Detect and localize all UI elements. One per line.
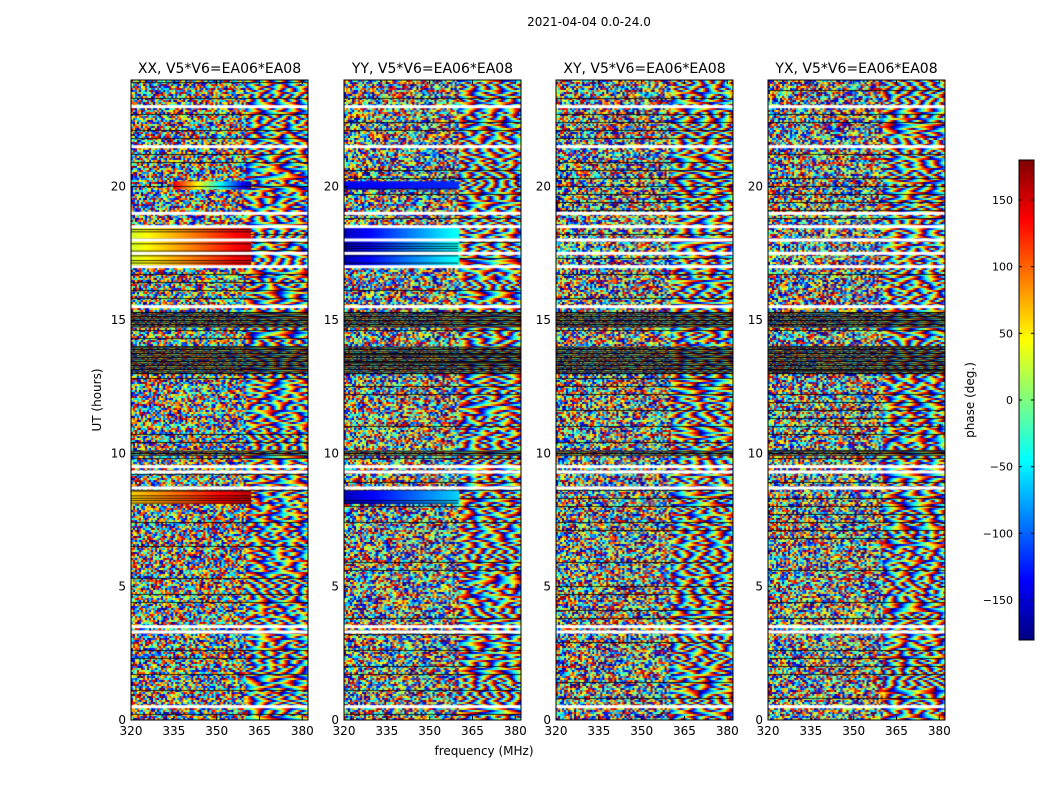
panel-title: YY, V5*V6=EA06*EA08 <box>351 61 513 77</box>
colorbar-tick-label: 100 <box>992 261 1013 274</box>
panel-yy: YY, V5*V6=EA06*EA08 320 335 350 365 380 0 5 10 15… <box>324 61 527 738</box>
x-tick-label: 320 <box>757 724 780 738</box>
colorbar-label: phase (deg.) <box>963 362 977 438</box>
x-tick-label: 380 <box>504 724 527 738</box>
colorbar-tick-label: −100 <box>983 527 1013 540</box>
colorbar-tick-label: −150 <box>983 594 1013 607</box>
panel-title: XX, V5*V6=EA06*EA08 <box>138 61 301 77</box>
x-tick-label: 335 <box>162 724 185 738</box>
y-tick-label: 0 <box>755 713 763 727</box>
panel-xx: XX, V5*V6=EA06*EA08 320 335 350 365 380 0 5 10 15… <box>111 61 314 738</box>
colorbar-tick-label: 0 <box>1006 394 1013 407</box>
y-tick-label: 15 <box>748 313 763 327</box>
colorbar-ticks: −150 −100 −50 0 50 100 150 <box>983 194 1034 607</box>
y-tick-label: 10 <box>536 446 551 460</box>
x-tick-label: 350 <box>205 724 228 738</box>
panel-frame <box>555 79 734 721</box>
panel-xy: XY, V5*V6=EA06*EA08 320 335 350 365 380 0 5 10 15… <box>536 61 739 738</box>
y-tick-label: 5 <box>755 580 763 594</box>
x-tick-label: 365 <box>885 724 908 738</box>
figure-suptitle: 2021-04-04 0.0-24.0 <box>527 15 651 29</box>
panels-group: XX, V5*V6=EA06*EA08 320 335 350 365 380 0 5 10 15… <box>111 61 951 738</box>
y-tick-label: 15 <box>111 313 126 327</box>
panel-title: YX, V5*V6=EA06*EA08 <box>774 61 937 77</box>
y-tick-label: 5 <box>543 580 551 594</box>
phase-waterfall-yx <box>768 80 945 720</box>
phase-waterfall-yy <box>344 80 521 720</box>
y-tick-label: 15 <box>324 313 339 327</box>
x-axis-label: frequency (MHz) <box>434 744 533 758</box>
x-tick-label: 350 <box>842 724 865 738</box>
x-tick-label: 380 <box>928 724 951 738</box>
y-tick-label: 20 <box>536 180 551 194</box>
x-tick-label: 335 <box>587 724 610 738</box>
colorbar-tick-label: 150 <box>992 194 1013 207</box>
x-tick-label: 380 <box>291 724 314 738</box>
y-tick-label: 0 <box>543 713 551 727</box>
x-tick-label: 350 <box>630 724 653 738</box>
colorbar-tick-label: −50 <box>990 461 1013 474</box>
y-tick-label: 5 <box>118 580 126 594</box>
y-tick-label: 20 <box>748 180 763 194</box>
y-tick-label: 10 <box>748 446 763 460</box>
y-tick-label: 15 <box>536 313 551 327</box>
panel-frame <box>767 79 946 721</box>
x-tick-label: 320 <box>120 724 143 738</box>
colorbar-tick-label: 50 <box>999 327 1013 340</box>
x-tick-label: 320 <box>333 724 356 738</box>
x-tick-label: 335 <box>375 724 398 738</box>
y-axis-label: UT (hours) <box>90 368 104 431</box>
y-tick-label: 0 <box>118 713 126 727</box>
x-tick-label: 335 <box>799 724 822 738</box>
y-tick-label: 0 <box>331 713 339 727</box>
phase-waterfall-xx <box>131 80 308 720</box>
panel-frame <box>130 79 309 721</box>
y-tick-label: 20 <box>111 180 126 194</box>
x-tick-label: 380 <box>716 724 739 738</box>
y-tick-label: 10 <box>111 446 126 460</box>
x-tick-label: 365 <box>461 724 484 738</box>
x-tick-label: 365 <box>673 724 696 738</box>
panel-frame <box>343 79 522 721</box>
x-tick-label: 350 <box>418 724 441 738</box>
y-tick-label: 5 <box>331 580 339 594</box>
y-tick-label: 20 <box>324 180 339 194</box>
y-tick-label: 10 <box>324 446 339 460</box>
x-tick-label: 365 <box>248 724 271 738</box>
phase-waterfall-xy <box>556 80 733 720</box>
panel-title: XY, V5*V6=EA06*EA08 <box>563 61 725 77</box>
x-tick-label: 320 <box>545 724 568 738</box>
colorbar: −150 −100 −50 0 50 100 150 phase (deg.) <box>963 159 1035 641</box>
panel-yx: YX, V5*V6=EA06*EA08 320 335 350 365 380 0 5 10 15… <box>748 61 951 738</box>
